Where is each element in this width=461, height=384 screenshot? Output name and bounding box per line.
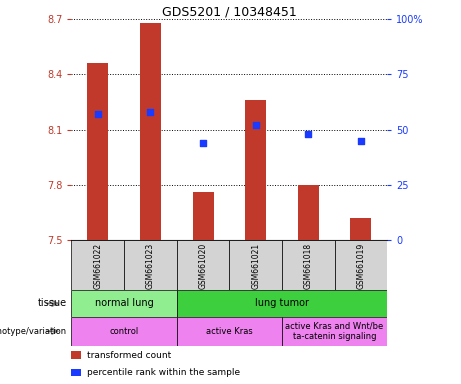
Text: percentile rank within the sample: percentile rank within the sample (87, 368, 240, 377)
Bar (193, 192, 213, 240)
Point (305, 131, 312, 137)
Point (147, 109, 154, 115)
Text: control: control (109, 327, 139, 336)
Bar (177, 240, 229, 290)
Bar (124, 240, 177, 290)
Text: normal lung: normal lung (95, 298, 154, 308)
Text: GSM661022: GSM661022 (93, 243, 102, 289)
Text: GSM661019: GSM661019 (356, 243, 366, 289)
Text: tissue: tissue (38, 298, 67, 308)
Bar (282, 240, 335, 290)
Point (357, 137, 365, 144)
Point (199, 140, 207, 146)
Text: active Kras and Wnt/be
ta-catenin signaling: active Kras and Wnt/be ta-catenin signal… (285, 321, 384, 341)
Text: GSM661020: GSM661020 (199, 243, 207, 289)
Text: genotype/variation: genotype/variation (0, 327, 67, 336)
Bar (298, 185, 319, 240)
Bar (71, 369, 81, 376)
Bar (335, 240, 387, 290)
Text: transformed count: transformed count (87, 351, 171, 360)
Text: lung tumor: lung tumor (255, 298, 309, 308)
Bar (229, 240, 282, 290)
Bar (71, 240, 124, 290)
Bar (140, 23, 161, 240)
Bar (177, 290, 387, 317)
Bar (245, 100, 266, 240)
Point (94, 111, 101, 117)
Bar (71, 351, 81, 359)
Text: GSM661023: GSM661023 (146, 243, 155, 289)
Text: active Kras: active Kras (206, 327, 253, 336)
Bar (177, 317, 282, 346)
Bar (282, 317, 387, 346)
Bar (87, 63, 108, 240)
Bar (350, 218, 372, 240)
Title: GDS5201 / 10348451: GDS5201 / 10348451 (162, 5, 297, 18)
Bar (71, 290, 177, 317)
Bar (71, 317, 177, 346)
Text: GSM661018: GSM661018 (304, 243, 313, 289)
Point (252, 122, 260, 128)
Text: GSM661021: GSM661021 (251, 243, 260, 289)
